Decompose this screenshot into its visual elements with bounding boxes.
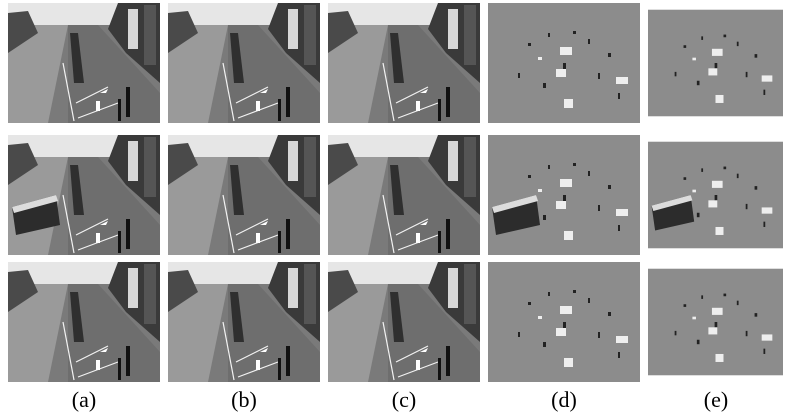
- panel-label: (d): [551, 387, 577, 412]
- panel-label: (a): [72, 387, 96, 412]
- panel-label: (b): [231, 387, 257, 412]
- panel-label: (c): [392, 387, 416, 412]
- panel-label: (e): [704, 387, 728, 412]
- figure: (a) (b) (c) (d) (e): [0, 0, 788, 415]
